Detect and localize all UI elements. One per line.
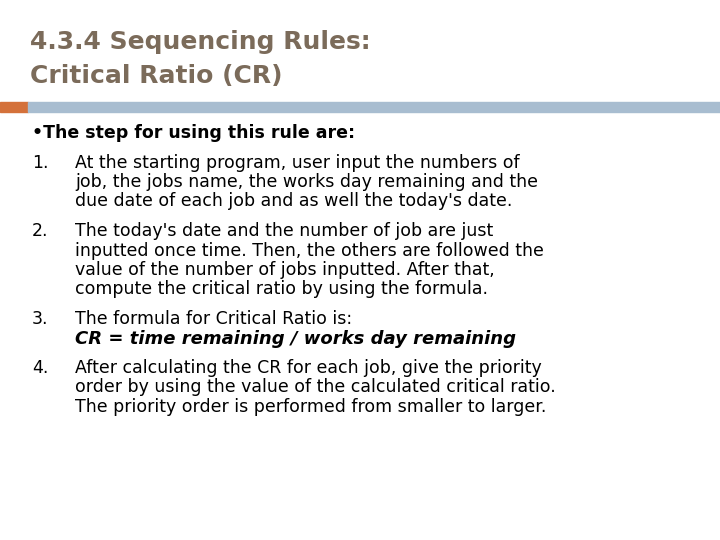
Text: 4.3.4 Sequencing Rules:: 4.3.4 Sequencing Rules: — [30, 30, 371, 54]
Text: The priority order is performed from smaller to larger.: The priority order is performed from sma… — [75, 398, 546, 416]
Text: order by using the value of the calculated critical ratio.: order by using the value of the calculat… — [75, 379, 556, 396]
Text: job, the jobs name, the works day remaining and the: job, the jobs name, the works day remain… — [75, 173, 538, 191]
Bar — [28, 102, 720, 112]
Text: The today's date and the number of job are just: The today's date and the number of job a… — [75, 222, 493, 240]
Text: value of the number of jobs inputted. After that,: value of the number of jobs inputted. Af… — [75, 261, 495, 279]
Text: 1.: 1. — [32, 153, 48, 172]
Text: 3.: 3. — [32, 310, 48, 328]
Text: Critical Ratio (CR): Critical Ratio (CR) — [30, 64, 282, 88]
Text: compute the critical ratio by using the formula.: compute the critical ratio by using the … — [75, 280, 488, 299]
Text: 2.: 2. — [32, 222, 48, 240]
Bar — [0, 102, 28, 112]
Text: At the starting program, user input the numbers of: At the starting program, user input the … — [75, 153, 520, 172]
Text: inputted once time. Then, the others are followed the: inputted once time. Then, the others are… — [75, 241, 544, 260]
Text: CR = time remaining / works day remaining: CR = time remaining / works day remainin… — [75, 329, 516, 348]
Text: After calculating the CR for each job, give the priority: After calculating the CR for each job, g… — [75, 359, 541, 377]
Text: due date of each job and as well the today's date.: due date of each job and as well the tod… — [75, 192, 513, 211]
Text: The formula for Critical Ratio is:: The formula for Critical Ratio is: — [75, 310, 352, 328]
Text: 4.: 4. — [32, 359, 48, 377]
Text: •The step for using this rule are:: •The step for using this rule are: — [32, 124, 355, 142]
